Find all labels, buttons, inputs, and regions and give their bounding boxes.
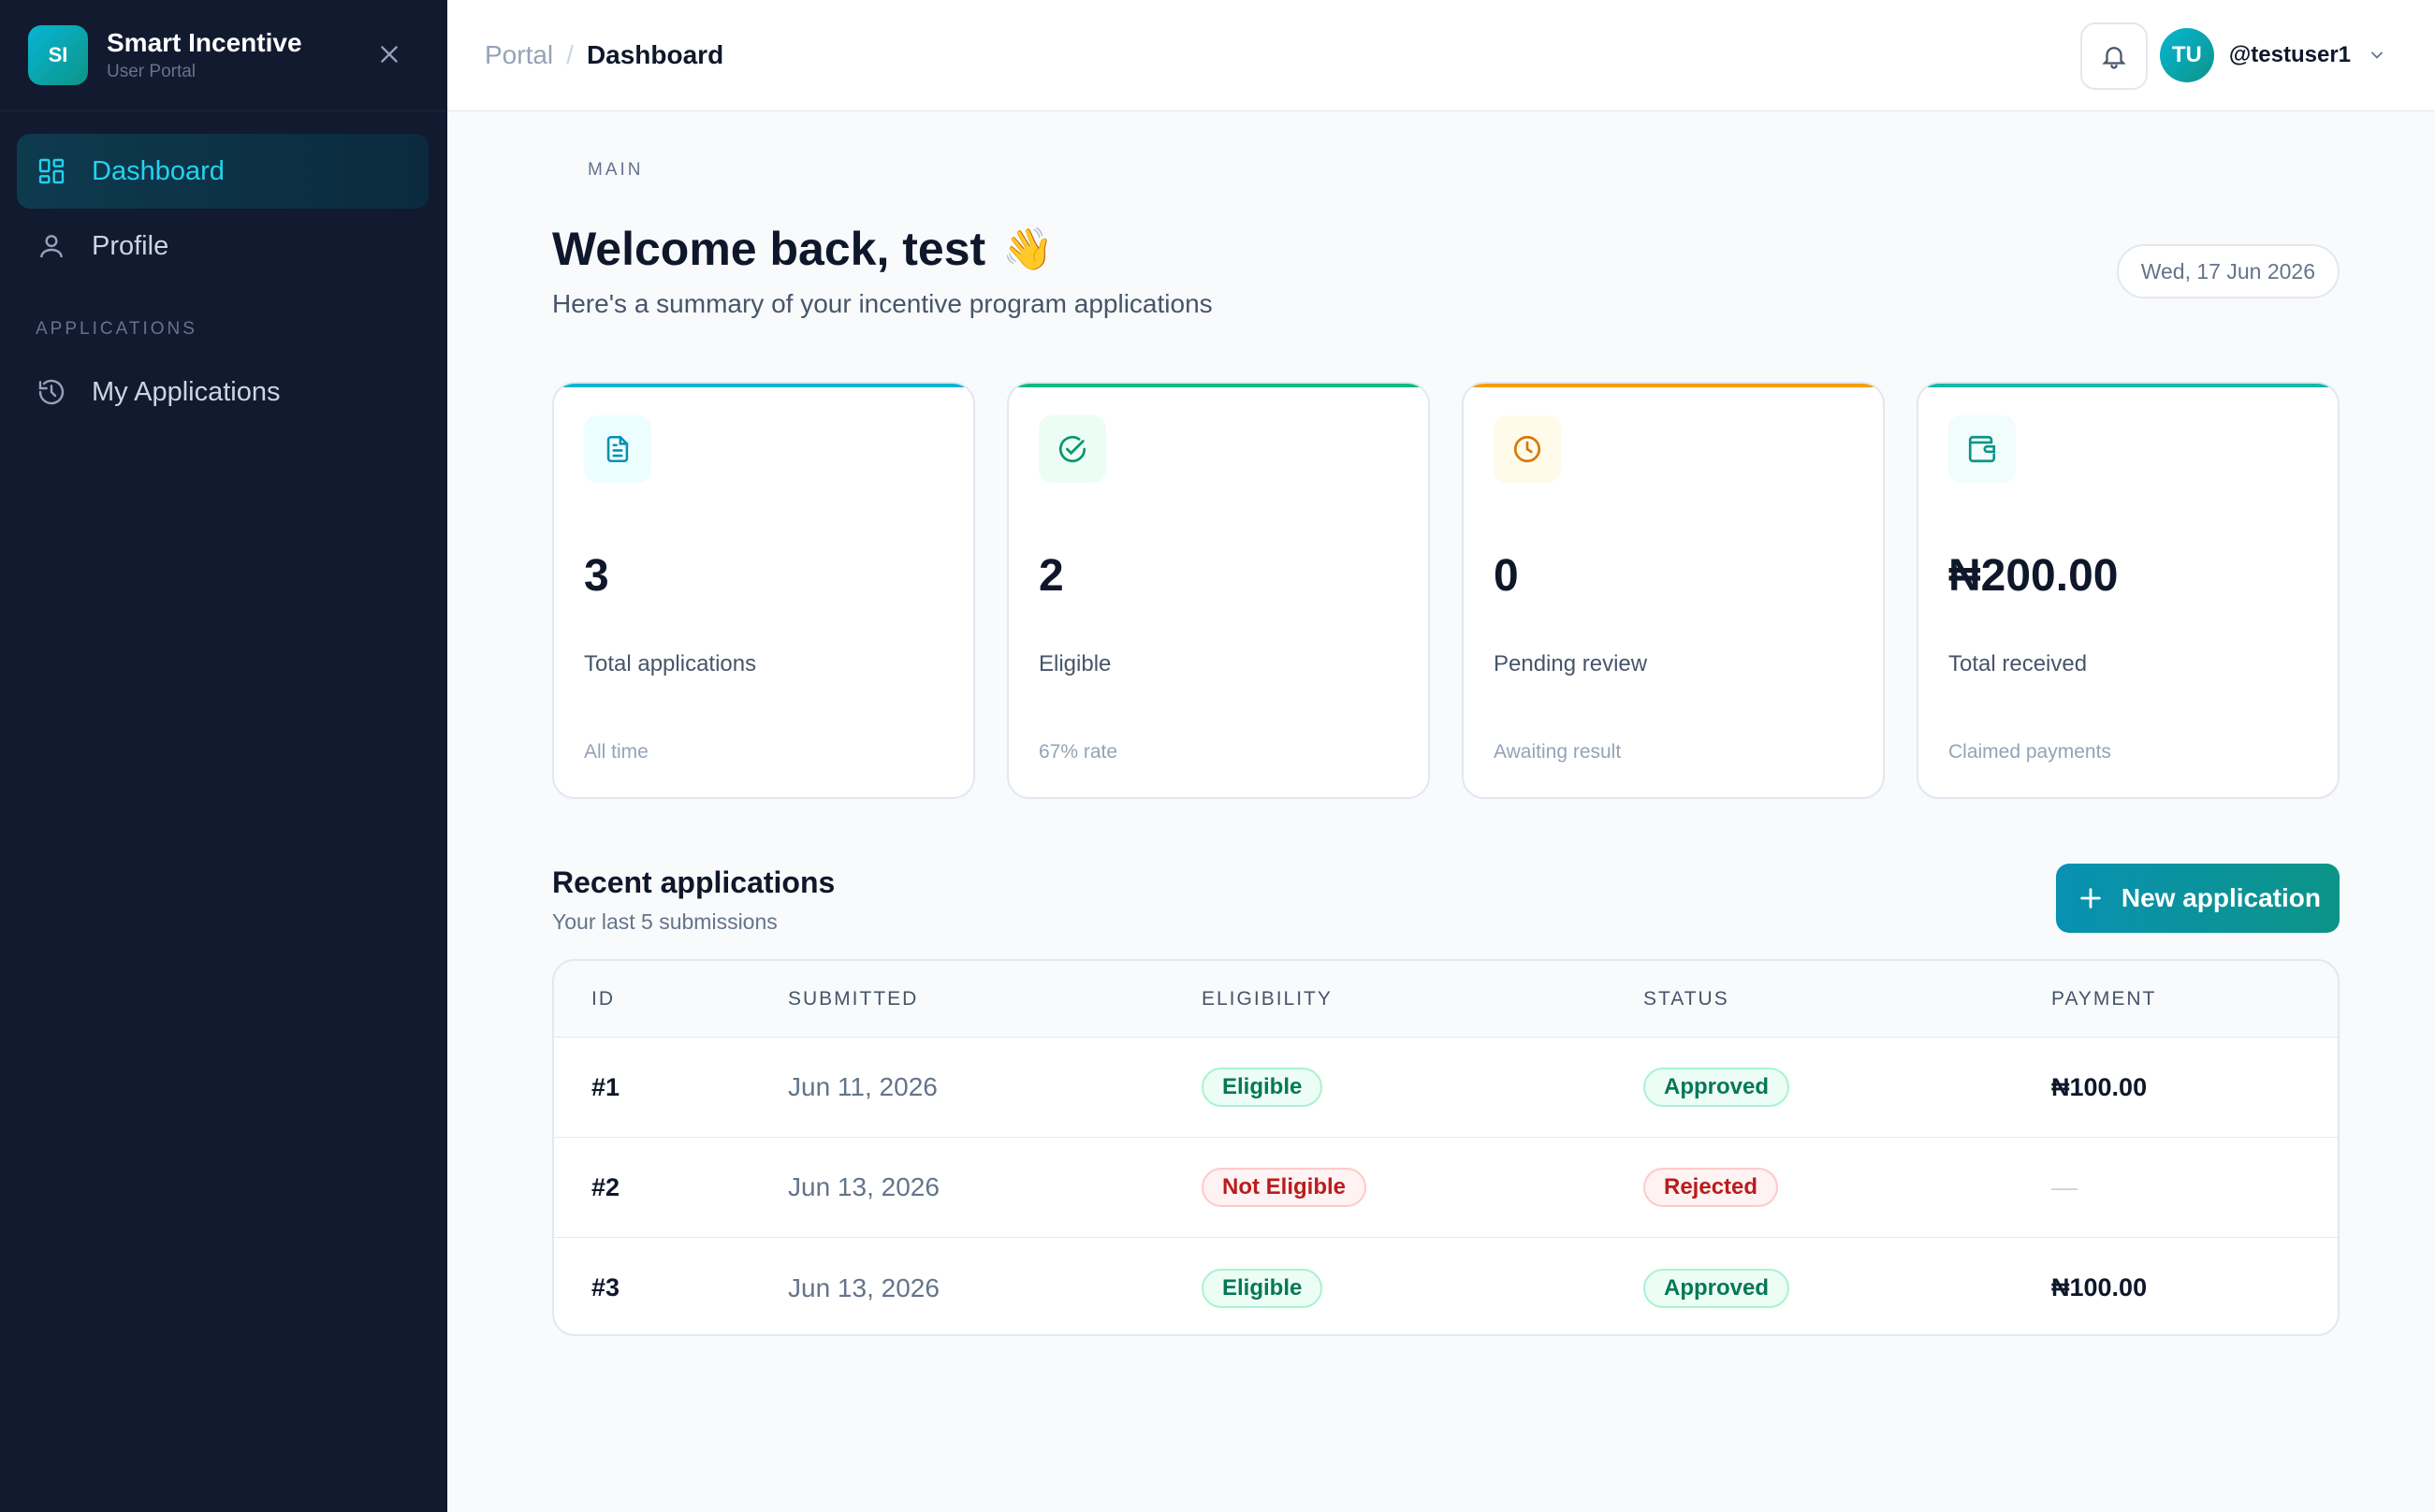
column-header: SUBMITTED [788, 987, 919, 1010]
close-icon [381, 46, 398, 63]
avatar: TU [2159, 28, 2214, 82]
user-icon [36, 230, 67, 262]
cell-submitted: Jun 11, 2026 [788, 1072, 938, 1101]
stat-note: 67% rate [1039, 741, 1118, 763]
clock-icon [1494, 415, 1561, 483]
username: @testuser1 [2228, 42, 2351, 67]
stat-label: Eligible [1039, 651, 1112, 676]
column-header: ID [591, 987, 615, 1010]
sidebar: SI Smart Incentive User Portal MAIN Dash… [0, 0, 641, 1512]
applications-table: ID SUBMITTED ELIGIBILITY STATUS PAYMENT … [552, 959, 2340, 1336]
dashboard-grid-icon [36, 155, 67, 187]
user-menu[interactable]: TU @testuser1 [2159, 28, 2388, 82]
breadcrumb-separator: / [566, 40, 574, 69]
eligibility-badge: Eligible [1202, 1068, 1323, 1107]
notifications-button[interactable] [2080, 22, 2148, 90]
cell-payment: — [2051, 1172, 2078, 1201]
stat-card-eligible: 2 Eligible 67% rate [1007, 382, 1430, 799]
close-sidebar-button[interactable] [372, 37, 406, 71]
breadcrumb: Portal / Dashboard [485, 40, 723, 70]
stat-card-pending: 0 Pending review Awaiting result [1462, 382, 1885, 799]
table-row[interactable]: #2 Jun 13, 2026 Not Eligible Rejected — [554, 1138, 2338, 1238]
recent-applications-header: Recent applications Your last 5 submissi… [552, 865, 835, 935]
brand-title: Smart Incentive [107, 28, 302, 57]
bell-icon [2102, 47, 2126, 69]
stat-label: Pending review [1494, 651, 1648, 676]
table-header: ID SUBMITTED ELIGIBILITY STATUS PAYMENT [554, 961, 2338, 1038]
stat-card-received: ₦200.00 Total received Claimed payments [1917, 382, 2340, 799]
sidebar-item-label: Dashboard [92, 155, 225, 186]
cell-payment: ₦100.00 [2051, 1072, 2148, 1101]
brand-header: SI Smart Incentive User Portal [0, 0, 447, 111]
cell-payment: ₦100.00 [2051, 1273, 2148, 1301]
stats-row: 3 Total applications All time 2 Eligible… [552, 382, 2340, 799]
stat-card-total: 3 Total applications All time [552, 382, 975, 799]
stat-value: 3 [584, 551, 609, 601]
brand-subtitle: User Portal [107, 62, 197, 81]
column-header: PAYMENT [2051, 987, 2157, 1010]
table-row[interactable]: #1 Jun 11, 2026 Eligible Approved ₦100.0… [554, 1038, 2338, 1138]
page-subtitle: Here's a summary of your incentive progr… [552, 289, 1213, 318]
stat-label: Total received [1948, 651, 2088, 676]
stat-value: 0 [1494, 551, 1519, 601]
cell-submitted: Jun 13, 2026 [788, 1272, 940, 1302]
stat-note: Claimed payments [1948, 741, 2111, 763]
stat-label: Total applications [584, 651, 757, 676]
sidebar-item-dashboard[interactable]: Dashboard [17, 134, 429, 209]
sidebar-item-my-applications[interactable]: My Applications [17, 355, 429, 429]
eligibility-badge: Eligible [1202, 1268, 1323, 1308]
cell-id: #2 [591, 1172, 620, 1201]
column-header: ELIGIBILITY [1202, 987, 1333, 1010]
sidebar-item-label: My Applications [92, 376, 281, 407]
sidebar-item-profile[interactable]: Profile [17, 209, 429, 284]
sidebar-item-label: Profile [92, 230, 169, 261]
topbar: Portal / Dashboard TU @testuser1 [447, 0, 2435, 111]
nav-section-main: MAIN [588, 160, 644, 180]
stat-note: All time [584, 741, 649, 763]
wallet-icon [1948, 415, 2016, 483]
column-header: STATUS [1643, 987, 1729, 1010]
check-circle-icon [1039, 415, 1106, 483]
stat-value: ₦200.00 [1948, 551, 2119, 601]
stat-value: 2 [1039, 551, 1064, 601]
wave-emoji: 👋 [1002, 226, 1054, 272]
chevron-down-icon [2368, 45, 2388, 65]
new-application-label: New application [2121, 883, 2321, 912]
document-icon [584, 415, 651, 483]
cell-id: #3 [591, 1273, 620, 1301]
history-icon [36, 376, 67, 408]
brand-logo: SI [28, 25, 88, 85]
status-badge: Approved [1643, 1268, 1790, 1308]
cell-id: #1 [591, 1072, 620, 1101]
recent-title: Recent applications [552, 865, 836, 899]
cell-submitted: Jun 13, 2026 [788, 1172, 940, 1201]
status-badge: Approved [1643, 1068, 1790, 1107]
date-chip: Wed, 17 Jun 2026 [2116, 244, 2340, 298]
breadcrumb-portal[interactable]: Portal [485, 40, 554, 69]
plus-icon [2075, 882, 2107, 914]
breadcrumb-current: Dashboard [586, 40, 724, 69]
new-application-button[interactable]: New application [2055, 864, 2340, 933]
page-title: Welcome back, test 👋 [552, 222, 2340, 276]
status-badge: Rejected [1643, 1168, 1779, 1207]
eligibility-badge: Not Eligible [1202, 1168, 1366, 1207]
table-row[interactable]: #3 Jun 13, 2026 Eligible Approved ₦100.0… [554, 1238, 2338, 1334]
main-content: Welcome back, test 👋 Here's a summary of… [552, 111, 2340, 1336]
nav-section-applications: APPLICATIONS [36, 319, 197, 339]
welcome-text: Welcome back, test [552, 223, 986, 275]
stat-note: Awaiting result [1494, 741, 1622, 763]
recent-subtitle: Your last 5 submissions [552, 909, 778, 934]
